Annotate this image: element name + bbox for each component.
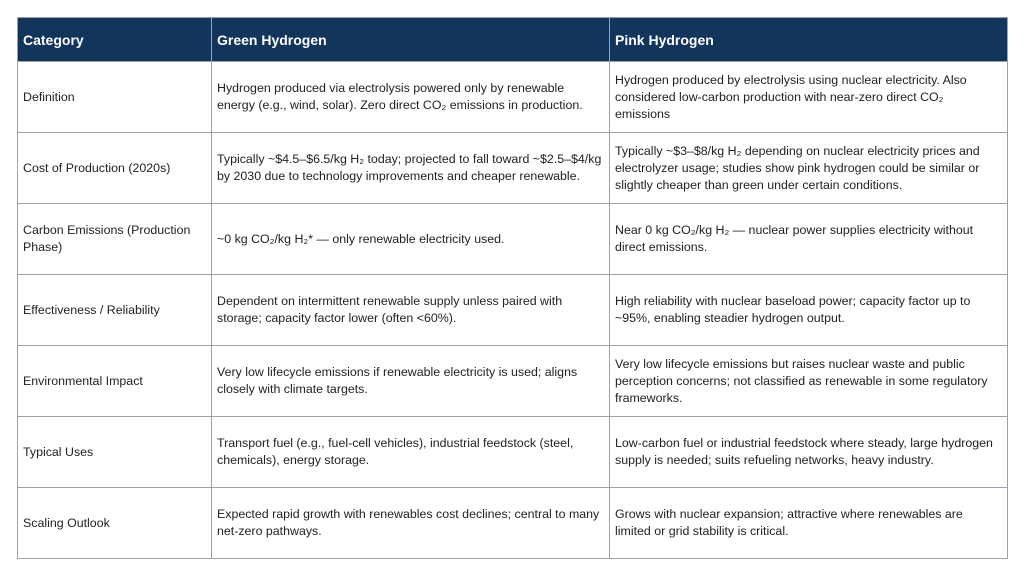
header-category: Category bbox=[17, 17, 212, 62]
table-row: Typical Uses Transport fuel (e.g., fuel-c… bbox=[17, 416, 1008, 488]
pink-hydrogen-cell: High reliability with nuclear baseload p… bbox=[609, 274, 1008, 346]
category-cell: Effectiveness / Reliability bbox=[17, 274, 212, 346]
table-row: Carbon Emissions (Production Phase) ~0 kg… bbox=[17, 203, 1008, 275]
green-hydrogen-cell: Hydrogen produced via electrolysis power… bbox=[211, 61, 610, 133]
green-hydrogen-cell: Dependent on intermittent renewable supp… bbox=[211, 274, 610, 346]
table-row: Environmental Impact Very low lifecycle e… bbox=[17, 345, 1008, 417]
category-cell: Typical Uses bbox=[17, 416, 212, 488]
pink-hydrogen-cell: Hydrogen produced by electrolysis using … bbox=[609, 61, 1008, 133]
category-cell: Carbon Emissions (Production Phase) bbox=[17, 203, 212, 275]
green-hydrogen-cell: Typically ~$4.5–$6.5/kg H₂ today; projec… bbox=[211, 132, 610, 204]
pink-hydrogen-cell: Near 0 kg CO₂/kg H₂ — nuclear power supp… bbox=[609, 203, 1008, 275]
pink-hydrogen-cell: Low-carbon fuel or industrial feedstock … bbox=[609, 416, 1008, 488]
green-hydrogen-cell: Very low lifecycle emissions if renewabl… bbox=[211, 345, 610, 417]
header-row: Category Green Hydrogen Pink Hydrogen bbox=[17, 17, 1008, 62]
header-green-hydrogen: Green Hydrogen bbox=[211, 17, 610, 62]
green-hydrogen-cell: Expected rapid growth with renewables co… bbox=[211, 487, 610, 559]
table-row: Cost of Production (2020s) Typically ~$4.… bbox=[17, 132, 1008, 204]
table-row: Effectiveness / Reliability Dependent on … bbox=[17, 274, 1008, 346]
pink-hydrogen-cell: Grows with nuclear expansion; attractive… bbox=[609, 487, 1008, 559]
pink-hydrogen-cell: Typically ~$3–$8/kg H₂ depending on nucl… bbox=[609, 132, 1008, 204]
category-cell: Scaling Outlook bbox=[17, 487, 212, 559]
pink-hydrogen-cell: Very low lifecycle emissions but raises … bbox=[609, 345, 1008, 417]
green-hydrogen-cell: ~0 kg CO₂/kg H₂* — only renewable electr… bbox=[211, 203, 610, 275]
category-cell: Environmental Impact bbox=[17, 345, 212, 417]
category-cell: Cost of Production (2020s) bbox=[17, 132, 212, 204]
header-pink-hydrogen: Pink Hydrogen bbox=[609, 17, 1008, 62]
table-row: Scaling Outlook Expected rapid growth wit… bbox=[17, 487, 1008, 559]
green-hydrogen-cell: Transport fuel (e.g., fuel-cell vehicles… bbox=[211, 416, 610, 488]
comparison-table: Category Green Hydrogen Pink Hydrogen De… bbox=[17, 17, 1008, 559]
category-cell: Definition bbox=[17, 61, 212, 133]
table-row: Definition Hydrogen produced via electrol… bbox=[17, 61, 1008, 133]
